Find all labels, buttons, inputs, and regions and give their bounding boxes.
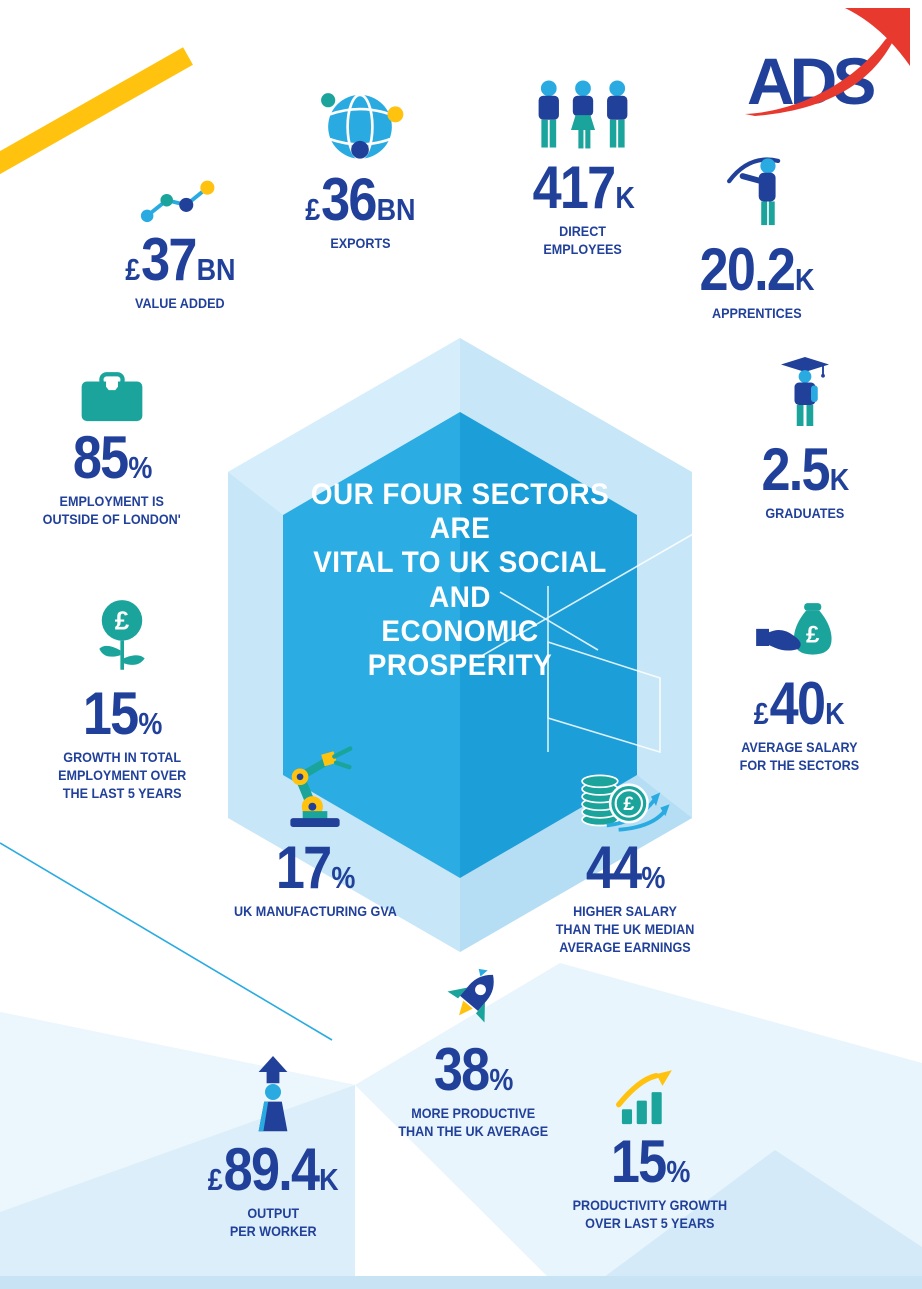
pound-glyph: £ [623,793,634,815]
stat-label: HIGHER SALARY THAN THE UK MEDIAN AVERAGE… [555,903,695,956]
stat-suffix: K [318,1162,339,1197]
stat-value: 15 [610,1128,667,1195]
stat-suffix: % [138,706,163,741]
stat-number: 17% [275,834,356,901]
stat-value: 17 [275,834,332,901]
stat-value: 37 [140,226,197,293]
stat-number: 44% [585,834,666,901]
stat-label: GROWTH IN TOTAL EMPLOYMENT OVER THE LAST… [57,749,187,802]
stat-prefix: £ [304,192,320,227]
globe-icon [314,84,406,166]
stat-average-salary: £ £40 K AVERAGE SALARY FOR THE SECTORS [686,598,912,774]
stat-prefix: £ [207,1162,223,1197]
stat-employment-growth: £ 15% GROWTH IN TOTAL EMPLOYMENT OVER TH… [8,598,236,803]
stat-label: UK MANUFACTURING GVA [233,903,397,919]
briefcase-icon [79,372,145,424]
stat-prefix: £ [124,252,140,287]
stat-value: 44 [585,834,642,901]
stat-value: 85 [72,424,129,491]
stat-suffix: % [331,860,356,895]
stat-label: DIRECT EMPLOYEES [543,223,623,258]
robot-arm-icon [271,746,359,834]
stat-value-added: £37 BN VALUE ADDED [65,176,295,312]
stat-number: £40 K [753,670,845,737]
stat-number: 20.2 K [699,236,815,303]
stat-suffix: % [666,1154,691,1189]
rocket-icon [438,966,508,1036]
stat-label: AVERAGE SALARY FOR THE SECTORS [739,739,859,774]
coins-icon: £ [575,766,675,834]
stat-suffix: K [615,180,635,215]
corner-accent [845,8,910,66]
bar-chart-icon [604,1064,696,1128]
stat-direct-employees: 417 K DIRECT EMPLOYEES [468,80,698,258]
stat-label: VALUE ADDED [135,295,225,311]
stat-number: 85% [72,424,153,491]
stat-number: £89.4 K [207,1136,339,1203]
stat-number: 38% [433,1036,514,1103]
worker-arrow-icon [245,1056,301,1136]
stat-exports: £36 BN EXPORTS [247,84,473,252]
stat-suffix: % [128,450,153,485]
headline: OUR FOUR SECTORS ARE VITAL TO UK SOCIAL … [310,478,610,682]
stat-number: £36 BN [304,166,416,233]
people-icon [530,80,636,154]
stat-suffix: K [795,262,815,297]
stat-manufacturing-gva: 17% UK MANUFACTURING GVA [202,746,428,920]
stat-higher-salary: £ 44% HIGHER SALARY THAN THE UK MEDIAN A… [512,766,738,957]
pound-glyph: £ [115,607,130,635]
stat-output-per-worker: £89.4 K OUTPUT PER WORKER [160,1056,386,1240]
stat-employment-outside-london: 85% EMPLOYMENT IS OUTSIDE OF LONDON' [0,372,224,528]
stat-apprentices: 20.2 K APPRENTICES [644,150,870,322]
pound-glyph: £ [806,622,820,649]
stat-suffix: % [489,1062,514,1097]
stat-value: 2.5 [761,436,831,503]
stat-more-productive: 38% MORE PRODUCTIVE THAN THE UK AVERAGE [360,966,586,1140]
stat-value: 40 [769,670,825,737]
stat-label: PRODUCTIVITY GROWTH OVER LAST 5 YEARS [572,1197,728,1232]
stat-value: 89.4 [223,1136,319,1203]
graduate-icon [775,350,835,436]
ads-logo-graphic: ADS [745,37,893,118]
stat-suffix: K [824,696,845,731]
stat-suffix: BN [376,192,416,227]
pale-polygon-left-light [0,1012,355,1212]
money-bag-icon: £ [756,598,842,670]
pale-triangle-right [588,1150,922,1289]
stat-number: 2.5 K [761,436,850,503]
stat-suffix: BN [196,252,236,287]
blue-diagonal-line [0,842,333,1041]
stat-value: 38 [433,1036,490,1103]
stat-label: EXPORTS [329,235,391,251]
stat-label: APPRENTICES [712,305,802,321]
line-chart-icon [137,176,223,226]
stat-number: £37 BN [124,226,236,293]
logo-swoosh [745,37,893,117]
stat-productivity-growth: 15% PRODUCTIVITY GROWTH OVER LAST 5 YEAR… [537,1064,763,1232]
apprentice-icon [719,150,795,236]
ads-logo: ADS [733,26,918,127]
stat-label: OUTPUT PER WORKER [229,1205,317,1240]
stat-value: 15 [82,680,139,747]
stat-graduates: 2.5 K GRADUATES [692,350,918,522]
hexagon-sparkle-lines [477,529,701,754]
stat-number: 15% [610,1128,691,1195]
stat-suffix: % [641,860,666,895]
stat-value: 36 [320,166,377,233]
stat-suffix: K [829,462,850,497]
stat-prefix: £ [753,696,769,731]
stat-value: 417 [532,154,616,221]
yellow-stripe [0,47,193,175]
stat-value: 20.2 [699,236,796,303]
stat-label: GRADUATES [765,505,845,521]
bottom-strip [0,1276,922,1289]
pound-flower-icon: £ [88,598,156,680]
stat-number: 417 K [531,154,635,221]
stat-label: MORE PRODUCTIVE THAN THE UK AVERAGE [398,1105,548,1140]
stat-label: EMPLOYMENT IS OUTSIDE OF LONDON' [42,493,182,528]
stat-number: 15% [82,680,163,747]
